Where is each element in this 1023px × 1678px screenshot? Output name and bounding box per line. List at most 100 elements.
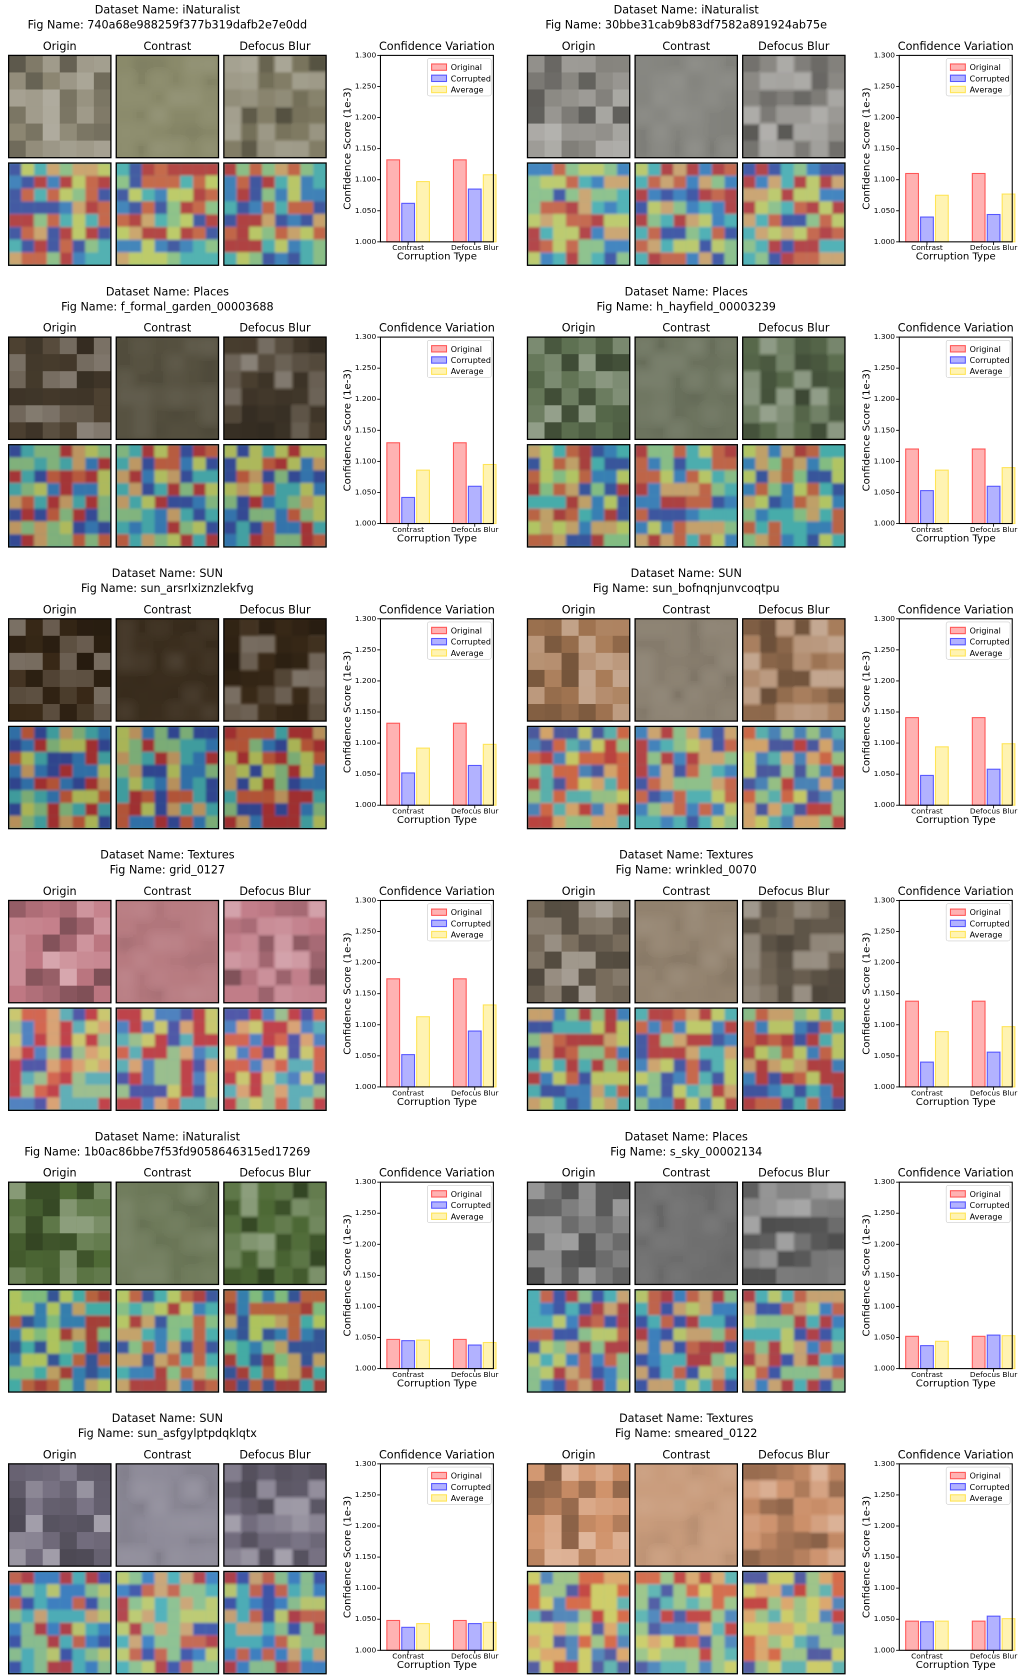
photo-patch	[828, 72, 845, 89]
photo-patch	[94, 388, 111, 405]
photo-patch	[703, 1532, 720, 1549]
photo-patch	[828, 1498, 845, 1515]
photo-patch	[184, 107, 201, 124]
photo-patch	[9, 1498, 26, 1515]
photo-patch	[275, 1250, 292, 1267]
photo-patch	[652, 1464, 669, 1481]
photo-patch	[720, 670, 737, 687]
image-title: Contrast	[144, 885, 192, 898]
photo-patch	[275, 952, 292, 969]
photo-patch	[811, 1515, 828, 1532]
photo-patch	[9, 653, 26, 670]
photo-patch	[686, 55, 703, 72]
image-title: Contrast	[662, 322, 710, 335]
photo-patch	[545, 687, 562, 704]
photo-patch	[94, 1549, 111, 1566]
bar	[921, 1622, 934, 1651]
photo-texture	[527, 1464, 629, 1566]
photo-patch	[150, 124, 167, 141]
heatmap	[224, 445, 326, 547]
photo-patch	[60, 1481, 77, 1498]
photo-patch	[720, 986, 737, 1003]
photo-patch	[743, 72, 760, 89]
y-tick-label: 1.250	[355, 81, 377, 90]
photo-patch	[669, 1233, 686, 1250]
photo-patch	[828, 422, 845, 439]
photo-patch	[794, 687, 811, 704]
photo-patch	[703, 354, 720, 371]
photo-patch	[669, 670, 686, 687]
photo-patch	[224, 986, 241, 1003]
photo-patch	[258, 636, 275, 653]
image-title: Defocus Blur	[758, 1448, 830, 1461]
photo-patch	[60, 1250, 77, 1267]
photo-patch	[150, 670, 167, 687]
photo-patch	[60, 422, 77, 439]
photo-patch	[201, 1216, 218, 1233]
legend-label: Corrupted	[451, 356, 491, 365]
legend-swatch	[432, 1191, 447, 1197]
photo-patch	[545, 388, 562, 405]
legend-swatch	[432, 357, 447, 363]
photo-patch	[275, 1233, 292, 1250]
bar	[972, 1621, 985, 1650]
photo	[635, 900, 737, 1002]
photo	[527, 619, 629, 721]
photo-patch	[241, 1250, 258, 1267]
photo-patch	[720, 900, 737, 917]
photo-patch	[309, 1549, 326, 1566]
photo-patch	[60, 1233, 77, 1250]
photo-patch	[760, 918, 777, 935]
photo-patch	[60, 1464, 77, 1481]
photo-patch	[43, 636, 60, 653]
photo-patch	[743, 354, 760, 371]
photo-patch	[94, 1199, 111, 1216]
image-title: Contrast	[144, 603, 192, 616]
photo-patch	[613, 89, 630, 106]
photo	[527, 900, 629, 1002]
photo-patch	[545, 141, 562, 158]
photo-texture	[224, 619, 326, 721]
photo-patch	[201, 337, 218, 354]
photo-patch	[9, 1464, 26, 1481]
photo-patch	[579, 72, 596, 89]
bar	[1002, 744, 1015, 806]
photo-patch	[133, 1199, 150, 1216]
photo-patch	[777, 704, 794, 721]
photo-patch	[167, 55, 184, 72]
photo-patch	[720, 1216, 737, 1233]
photo-patch	[743, 1182, 760, 1199]
heatmap-overlay	[527, 1008, 629, 1110]
bar	[387, 160, 400, 242]
photo-patch	[686, 124, 703, 141]
photo-patch	[760, 141, 777, 158]
y-tick-label: 1.250	[874, 927, 896, 936]
legend-swatch	[950, 368, 965, 374]
fig-name: Fig Name: 1b0ac86bbe7f53fd9058646315ed17…	[24, 1145, 310, 1158]
photo-patch	[43, 1233, 60, 1250]
photo-patch	[116, 55, 133, 72]
photo-patch	[828, 337, 845, 354]
photo-patch	[167, 422, 184, 439]
photo-patch	[596, 337, 613, 354]
heatmap	[743, 163, 845, 265]
photo-patch	[828, 1549, 845, 1566]
photo-patch	[275, 354, 292, 371]
photo-patch	[777, 1464, 794, 1481]
photo-patch	[258, 72, 275, 89]
photo-patch	[292, 687, 309, 704]
photo-texture	[743, 1182, 845, 1284]
photo-patch	[9, 354, 26, 371]
photo-texture	[116, 1464, 218, 1566]
photo-patch	[635, 55, 652, 72]
photo-patch	[275, 653, 292, 670]
photo	[743, 1464, 845, 1566]
heatmap-overlay	[116, 445, 218, 547]
dataset-name: Dataset Name: SUN	[631, 567, 742, 580]
photo-patch	[652, 704, 669, 721]
photo-patch	[224, 1464, 241, 1481]
photo-patch	[133, 636, 150, 653]
photo-patch	[201, 1498, 218, 1515]
photo-patch	[613, 918, 630, 935]
photo-patch	[777, 1250, 794, 1267]
